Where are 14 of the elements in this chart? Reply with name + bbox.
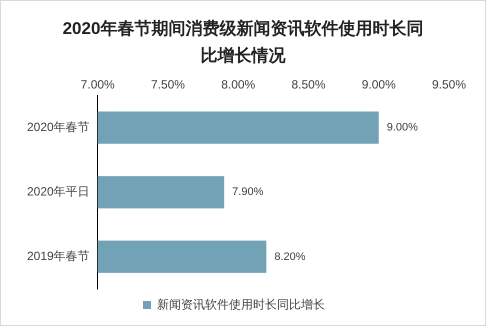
x-tick-label: 7.00% [80,78,116,92]
data-label: 9.00% [386,122,418,134]
data-label: 8.20% [274,250,306,263]
chart-title: 2020年春节期间消费级新闻资讯软件使用时长同比增长情况 [62,18,424,67]
x-tick-label: 9.50% [432,78,466,92]
x-tick-label: 7.50% [150,78,186,92]
y-tick-label: 2020年春节 [26,120,90,134]
y-tick-label: 2020年平日 [26,184,90,199]
legend-label: 新闻资讯软件使用时长同比增长 [157,297,325,312]
x-tick-label: 8.50% [291,78,326,92]
x-tick-label: 9.00% [362,78,396,92]
x-tick-label: 8.00% [221,78,256,92]
data-label: 7.90% [232,186,264,198]
y-tick-label: 2019年春节 [26,249,90,264]
